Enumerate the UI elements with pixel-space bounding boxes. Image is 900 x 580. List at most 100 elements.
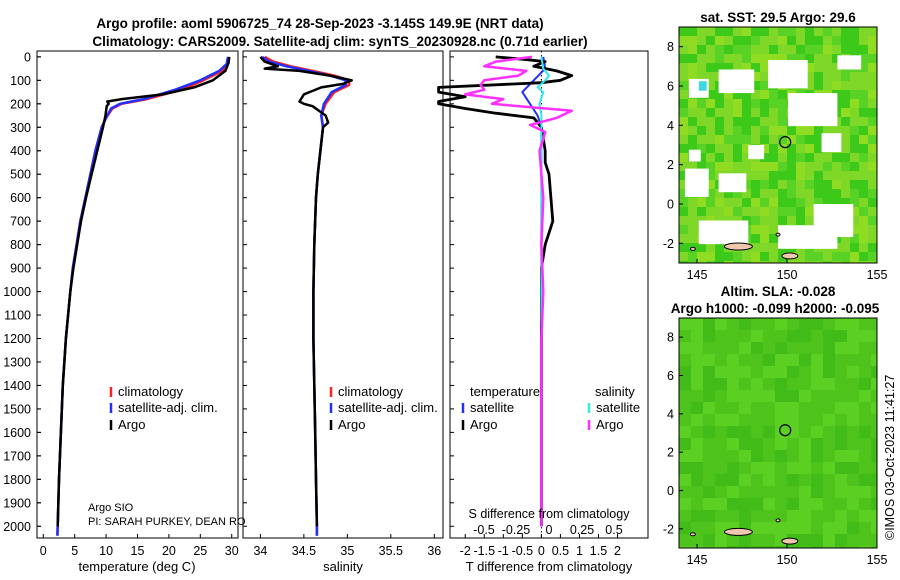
map-cell xyxy=(787,126,796,135)
map-cell xyxy=(763,414,775,426)
map-cell xyxy=(859,366,871,378)
map-cell xyxy=(763,390,775,402)
map-cell xyxy=(679,198,688,207)
map-cell xyxy=(823,534,835,546)
map-cell xyxy=(769,144,778,153)
map-cell xyxy=(751,366,763,378)
map-cell xyxy=(787,180,796,189)
map-cell xyxy=(733,189,742,198)
map-cell xyxy=(775,486,787,498)
map-cell xyxy=(769,243,778,252)
map-lat-label: -2 xyxy=(663,522,674,536)
map-cell xyxy=(859,510,871,522)
map-cell xyxy=(811,318,823,330)
x-tick-label: -1 xyxy=(498,544,509,558)
map-cell xyxy=(775,342,787,354)
map-lon-label: 150 xyxy=(777,268,798,282)
map-cell xyxy=(859,243,868,252)
map-cell xyxy=(769,171,778,180)
map-lat-label: 6 xyxy=(667,369,674,383)
map-cell xyxy=(703,342,715,354)
map-cell xyxy=(787,366,799,378)
map-cell xyxy=(763,354,775,366)
map-cell xyxy=(868,27,877,36)
map-cell xyxy=(778,126,787,135)
map-cell xyxy=(679,153,688,162)
map-cell xyxy=(697,117,706,126)
map-cell xyxy=(679,402,691,414)
map-cell xyxy=(787,135,796,144)
map-cell xyxy=(805,27,814,36)
map-cell xyxy=(805,81,814,90)
map-cell xyxy=(688,27,697,36)
map-cell xyxy=(679,63,688,72)
map-cell xyxy=(751,342,763,354)
map-cell xyxy=(805,72,814,81)
map-frame xyxy=(678,26,878,264)
map-cell xyxy=(703,390,715,402)
map-cell xyxy=(823,402,835,414)
map-cell xyxy=(868,63,877,72)
series-line-salinity-argo xyxy=(463,55,574,527)
map-cell xyxy=(760,90,769,99)
map-cell xyxy=(715,318,727,330)
map-cell xyxy=(823,189,832,198)
series-line-satellite-adj-clim xyxy=(56,56,230,536)
map-cell xyxy=(751,318,763,330)
map-cell xyxy=(847,426,859,438)
map-cell xyxy=(679,486,691,498)
map-cell xyxy=(823,252,832,261)
map-cell xyxy=(706,207,715,216)
map-cell xyxy=(805,153,814,162)
map-cell xyxy=(859,330,871,342)
map-cell xyxy=(703,438,715,450)
map-cell xyxy=(742,135,751,144)
map-cell xyxy=(871,342,877,354)
map-cell xyxy=(763,510,775,522)
map-cell xyxy=(799,426,811,438)
map-cell xyxy=(835,438,847,450)
map-cell xyxy=(778,36,787,45)
map-cell xyxy=(787,498,799,510)
map-cell xyxy=(703,486,715,498)
map-cell xyxy=(859,534,871,546)
cloud-gap xyxy=(837,55,862,70)
map-cell xyxy=(823,546,835,548)
credit-institution: Argo SIO xyxy=(88,502,134,514)
map-cell xyxy=(763,426,775,438)
map-cell xyxy=(868,144,877,153)
map-cell xyxy=(688,99,697,108)
map-cell xyxy=(859,414,871,426)
map-cell xyxy=(778,99,787,108)
map-cell xyxy=(787,426,799,438)
map-cell xyxy=(871,354,877,366)
map-cell xyxy=(697,144,706,153)
map-cell xyxy=(703,534,715,546)
map-cell xyxy=(868,72,877,81)
series-line-argo xyxy=(56,56,231,527)
map-cell xyxy=(799,366,811,378)
map-cell xyxy=(733,90,742,99)
map-cell xyxy=(787,198,796,207)
map-lat-label: 4 xyxy=(667,119,674,133)
map-cell xyxy=(751,498,763,510)
map-cell xyxy=(841,81,850,90)
map-cell xyxy=(703,522,715,534)
map-cell xyxy=(778,171,787,180)
map-cell xyxy=(679,390,691,402)
map-cell xyxy=(727,378,739,390)
map-cell xyxy=(799,486,811,498)
map-cell xyxy=(727,390,739,402)
map-cell xyxy=(847,450,859,462)
map-cell xyxy=(868,54,877,63)
secondary-tick-label: 0.5 xyxy=(605,523,622,537)
map-cell xyxy=(847,390,859,402)
map-cell xyxy=(703,330,715,342)
secondary-tick-label: -0.5 xyxy=(473,523,495,537)
map-cell xyxy=(742,189,751,198)
map-cell xyxy=(763,402,775,414)
map-cell xyxy=(811,534,823,546)
map-cell xyxy=(733,261,742,263)
map-cell xyxy=(739,390,751,402)
map-cell xyxy=(751,450,763,462)
